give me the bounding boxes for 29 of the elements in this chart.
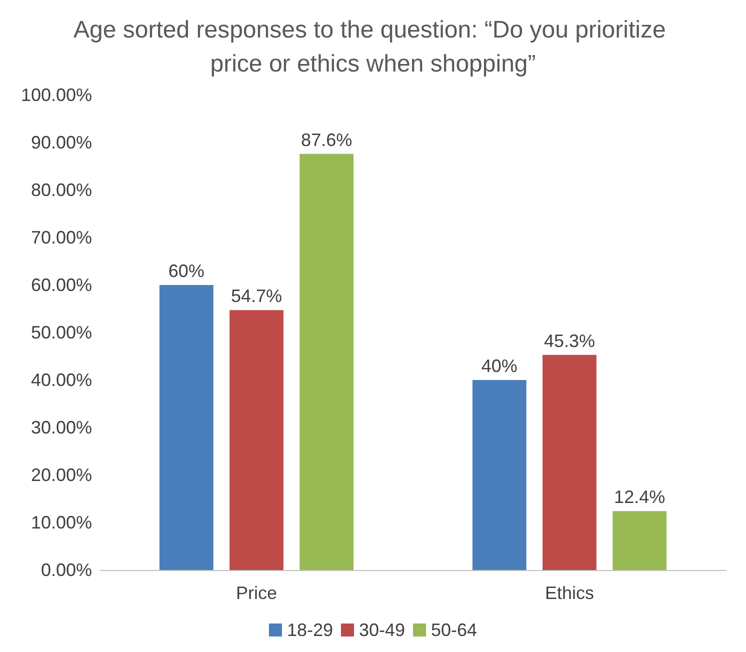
y-tick-label: 60.00% [30, 275, 92, 295]
y-tick-label: 90.00% [30, 132, 92, 152]
bar [472, 380, 526, 570]
data-label: 54.7% [230, 286, 282, 306]
y-tick-label: 100.00% [20, 85, 92, 105]
bar [159, 285, 214, 570]
data-label: 45.3% [544, 330, 596, 351]
bar [230, 310, 284, 570]
y-tick-label: 10.00% [30, 512, 92, 532]
data-label: 60% [168, 261, 204, 281]
legend-label: 18-29 [286, 620, 333, 640]
x-tick-label: Ethics [544, 583, 594, 603]
legend-label: 50-64 [431, 620, 478, 640]
y-tick-label: 20.00% [30, 465, 92, 485]
bar [300, 154, 354, 570]
y-tick-label: 0.00% [40, 560, 92, 580]
legend-label: 30-49 [358, 620, 406, 640]
y-tick-label: 40.00% [30, 370, 92, 390]
y-tick-label: 30.00% [30, 418, 92, 438]
y-tick-label: 50.00% [30, 322, 92, 342]
data-label: 40% [481, 356, 518, 376]
data-label: 12.4% [614, 487, 666, 508]
data-label: 87.6% [301, 130, 352, 150]
y-tick-label: 70.00% [30, 228, 92, 248]
bar [612, 511, 667, 570]
bar [542, 354, 596, 570]
x-tick-label: Price [236, 583, 278, 603]
y-tick-label: 80.00% [30, 180, 92, 200]
chart-title: Age sorted responses to the question: “Do you prioritize price or ethics when shopping” [74, 16, 672, 78]
